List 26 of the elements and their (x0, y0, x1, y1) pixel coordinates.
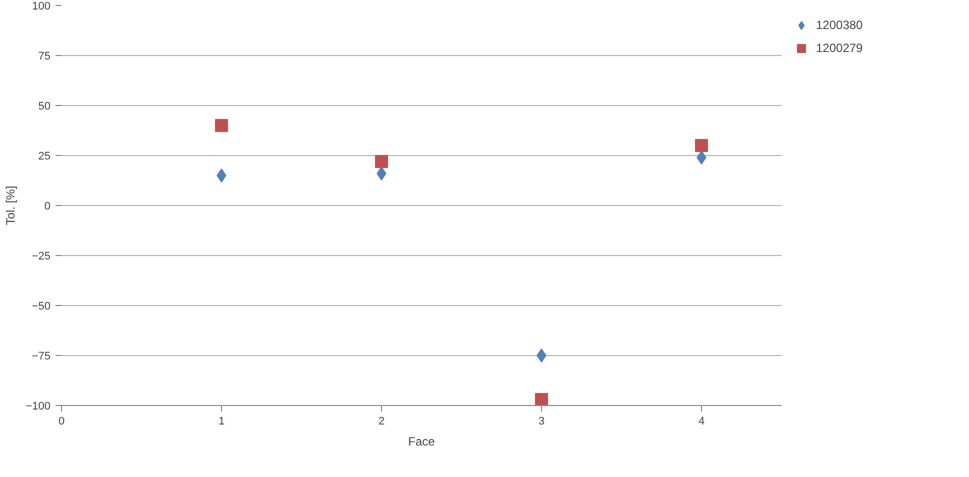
y-tick-label: −50 (32, 300, 51, 312)
x-axis-title: Face (408, 434, 436, 448)
y-axis-title: Tol. [%] (4, 186, 18, 226)
point (375, 155, 388, 168)
point (216, 168, 226, 182)
y-tick-label: 25 (38, 150, 51, 162)
y-tick-label: 100 (32, 0, 51, 12)
x-tick-label: 2 (378, 416, 385, 428)
x-tick-label: 0 (58, 416, 65, 428)
point (376, 166, 386, 180)
y-tick-label: −100 (26, 400, 51, 412)
x-tick-label: 3 (538, 416, 545, 428)
x-tick-label: 1 (218, 416, 225, 428)
point (696, 150, 706, 164)
x-tick-label: 4 (698, 416, 705, 428)
point (215, 119, 228, 132)
legend-label: 1200279 (816, 41, 863, 55)
legend-label: 1200380 (816, 18, 863, 32)
y-tick-label: 50 (38, 100, 51, 112)
point (536, 348, 546, 362)
y-tick-label: 0 (44, 200, 51, 212)
point (695, 139, 708, 152)
y-tick-label: 75 (38, 50, 51, 62)
y-tick-label: −25 (32, 250, 51, 262)
y-tick-label: −75 (32, 350, 51, 362)
point (535, 393, 548, 406)
